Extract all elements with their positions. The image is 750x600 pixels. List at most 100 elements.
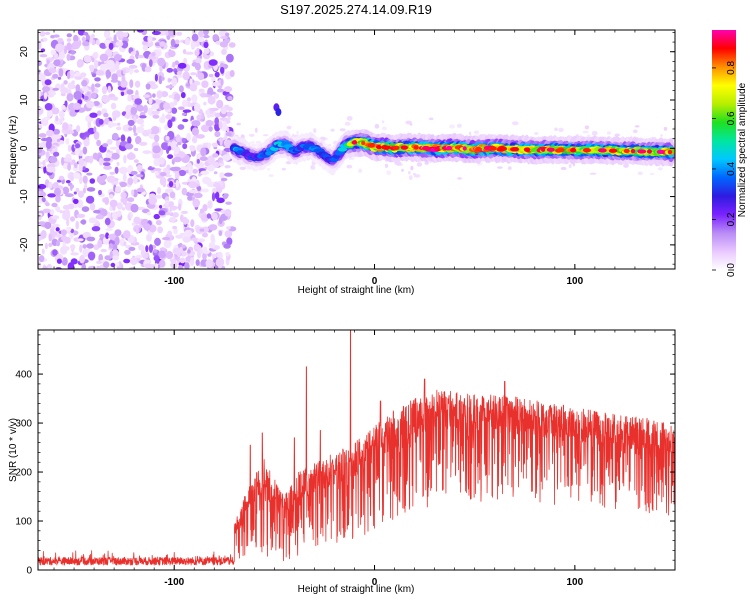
noise-speckle (216, 197, 225, 204)
noise-speckle (188, 181, 198, 189)
faint-speckle (582, 130, 589, 134)
noise-speckle (152, 93, 156, 98)
noise-speckle (214, 112, 221, 118)
noise-speckle (167, 30, 176, 37)
noise-speckle (148, 224, 157, 233)
noise-speckle (96, 110, 102, 116)
noise-speckle (196, 238, 206, 243)
colorbar-tick-label: 0.8 (726, 61, 737, 75)
faint-speckle (589, 172, 597, 175)
isolated-blob (275, 108, 282, 117)
noise-speckle (55, 240, 61, 247)
noise-speckle (110, 102, 117, 110)
noise-speckle (83, 95, 89, 101)
noise-speckle (208, 242, 216, 249)
noise-speckle (186, 132, 192, 141)
ridge-peak (367, 143, 375, 148)
noise-speckle (52, 87, 60, 91)
noise-speckle (128, 127, 133, 131)
noise-speckle (151, 52, 156, 57)
noise-speckle (214, 117, 219, 125)
noise-speckle (167, 201, 174, 208)
noise-speckle (93, 126, 97, 133)
spectrogram-noise-region (38, 30, 675, 269)
noise-speckle (203, 34, 210, 39)
noise-speckle (70, 50, 76, 55)
ridge-peak (351, 140, 358, 145)
noise-speckle (42, 208, 51, 214)
snr-ylabel: SNR (10 * v/v) (8, 418, 19, 482)
noise-speckle (133, 147, 139, 152)
noise-speckle (168, 181, 174, 188)
noise-speckle (135, 174, 144, 178)
noise-speckle (126, 59, 135, 64)
noise-speckle (59, 118, 63, 124)
noise-speckle (51, 91, 56, 96)
y-tick-label: 400 (15, 370, 32, 381)
spectrogram-ridge (229, 103, 675, 176)
noise-speckle (190, 40, 196, 49)
noise-speckle (167, 230, 173, 236)
noise-speckle (82, 166, 86, 171)
faint-speckle (428, 117, 434, 121)
noise-speckle (126, 89, 134, 95)
noise-speckle (184, 229, 193, 238)
noise-speckle (122, 69, 126, 75)
noise-speckle (135, 136, 142, 145)
noise-speckle (146, 129, 152, 133)
noise-speckle (195, 259, 200, 266)
noise-speckle (66, 218, 70, 227)
faint-speckle (339, 128, 346, 132)
noise-speckle (81, 263, 86, 269)
noise-speckle (206, 213, 212, 219)
noise-speckle (123, 32, 129, 38)
noise-speckle (69, 172, 75, 182)
noise-speckle (224, 209, 232, 217)
noise-speckle (165, 85, 175, 89)
noise-speckle (64, 100, 68, 108)
noise-speckle (185, 51, 194, 55)
ridge-peak (582, 148, 592, 153)
noise-speckle (91, 226, 101, 232)
noise-speckle (38, 106, 44, 115)
noise-speckle (200, 170, 210, 175)
noise-speckle (119, 32, 124, 38)
noise-speckle (110, 96, 119, 101)
noise-speckle (82, 187, 86, 194)
noise-speckle (177, 250, 181, 258)
noise-speckle (158, 259, 166, 268)
faint-speckle (346, 164, 353, 169)
faint-speckle (584, 125, 590, 130)
noise-speckle (104, 217, 111, 226)
noise-speckle (89, 202, 96, 211)
noise-speckle (89, 178, 96, 184)
noise-speckle (127, 214, 131, 220)
ridge-peak (498, 146, 508, 151)
noise-speckle (207, 95, 216, 105)
noise-speckle (111, 132, 119, 141)
ridge-peak (400, 145, 409, 150)
noise-speckle (38, 147, 43, 154)
noise-speckle (91, 57, 95, 63)
noise-speckle (106, 139, 113, 145)
noise-speckle (182, 235, 191, 243)
snr-panel: -100 0 100 400 300 200 100 0 Height of straight… (8, 329, 676, 595)
noise-speckle (203, 101, 207, 106)
noise-speckle (112, 211, 118, 220)
noise-speckle (119, 79, 128, 88)
noise-speckle (183, 57, 188, 65)
noise-speckle (76, 213, 86, 218)
noise-speckle (82, 175, 88, 184)
noise-speckle (159, 205, 163, 209)
noise-speckle (136, 164, 143, 172)
noise-speckle (205, 119, 214, 127)
noise-speckle (95, 69, 105, 76)
noise-speckle (202, 204, 208, 212)
noise-speckle (45, 140, 52, 150)
ridge-peak (623, 148, 630, 154)
noise-speckle (226, 53, 234, 63)
faint-speckle (254, 127, 258, 133)
noise-speckle (176, 151, 186, 159)
noise-speckle (137, 105, 144, 112)
noise-speckle (73, 198, 79, 205)
